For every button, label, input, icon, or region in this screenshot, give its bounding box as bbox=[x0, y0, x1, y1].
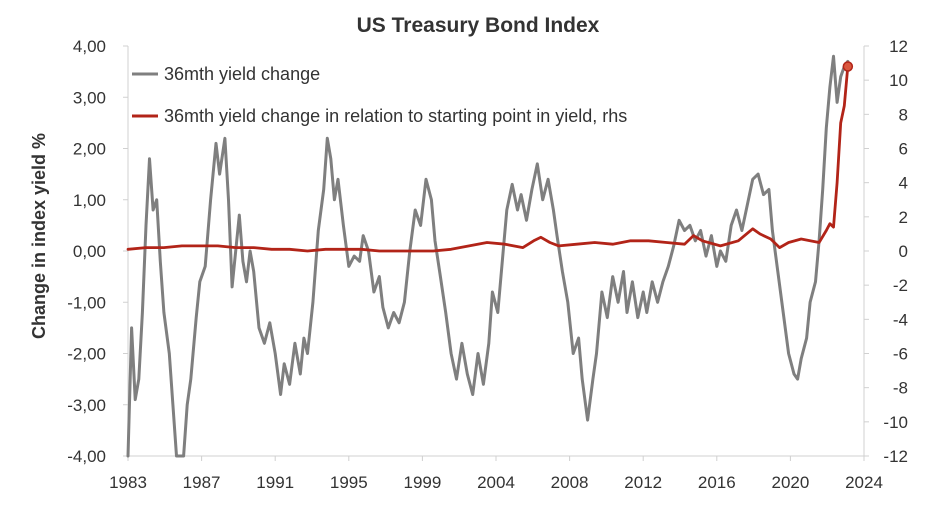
legend-label-1: 36mth yield change bbox=[164, 64, 320, 84]
right-tick-label: 0 bbox=[899, 242, 908, 261]
left-tick-labels: 4,00 3,00 2,00 1,00 0,00 -1,00 -2,00 -3,00 -4,00 bbox=[67, 37, 128, 466]
x-tick-label: 1999 bbox=[403, 473, 441, 492]
right-tick-label: -10 bbox=[883, 413, 908, 432]
x-tick-labels: 1983 1987 1991 1995 1999 2004 2008 2012 2016 2020… bbox=[109, 456, 883, 492]
left-tick-label: 3,00 bbox=[73, 88, 106, 107]
left-tick-label: -3,00 bbox=[67, 396, 106, 415]
left-tick-label: 4,00 bbox=[73, 37, 106, 56]
x-tick-label: 1991 bbox=[256, 473, 294, 492]
x-tick-label: 2016 bbox=[698, 473, 736, 492]
right-tick-label: -12 bbox=[883, 447, 908, 466]
series-line-1 bbox=[126, 54, 850, 458]
x-tick-label: 2024 bbox=[845, 473, 883, 492]
x-tick-label: 2012 bbox=[624, 473, 662, 492]
left-tick-label: 1,00 bbox=[73, 191, 106, 210]
end-point-marker bbox=[842, 61, 854, 72]
left-tick-label: 2,00 bbox=[73, 140, 106, 159]
x-tick-label: 1987 bbox=[183, 473, 221, 492]
x-tick-label: 2004 bbox=[477, 473, 515, 492]
right-tick-label: -4 bbox=[893, 310, 908, 329]
left-tick-label: -1,00 bbox=[67, 293, 106, 312]
right-tick-label: -8 bbox=[893, 379, 908, 398]
chart-title: US Treasury Bond Index bbox=[357, 14, 600, 37]
y-axis-label: Change in index yield % bbox=[29, 133, 49, 339]
right-tick-label: 12 bbox=[889, 37, 908, 56]
x-tick-label: 1995 bbox=[330, 473, 368, 492]
right-tick-label: -2 bbox=[893, 276, 908, 295]
right-tick-label: 6 bbox=[899, 140, 908, 159]
right-tick-label: 8 bbox=[899, 105, 908, 124]
left-tick-label: -4,00 bbox=[67, 447, 106, 466]
x-tick-label: 1983 bbox=[109, 473, 147, 492]
left-tick-label: 0,00 bbox=[73, 242, 106, 261]
series-layer bbox=[126, 54, 854, 458]
series-line-2 bbox=[126, 65, 850, 253]
legend-label-2: 36mth yield change in relation to starti… bbox=[164, 106, 627, 126]
legend: 36mth yield change 36mth yield change in … bbox=[132, 64, 627, 126]
x-tick-label: 2008 bbox=[551, 473, 589, 492]
right-tick-label: 4 bbox=[899, 174, 908, 193]
x-tick-label: 2020 bbox=[771, 473, 809, 492]
right-tick-label: 10 bbox=[889, 71, 908, 90]
right-tick-label: 2 bbox=[899, 208, 908, 227]
left-tick-label: -2,00 bbox=[67, 345, 106, 364]
right-tick-label: -6 bbox=[893, 345, 908, 364]
right-tick-labels: 12 10 8 6 4 2 0 -2 -4 -6 -8 -10 -12 bbox=[864, 37, 908, 466]
